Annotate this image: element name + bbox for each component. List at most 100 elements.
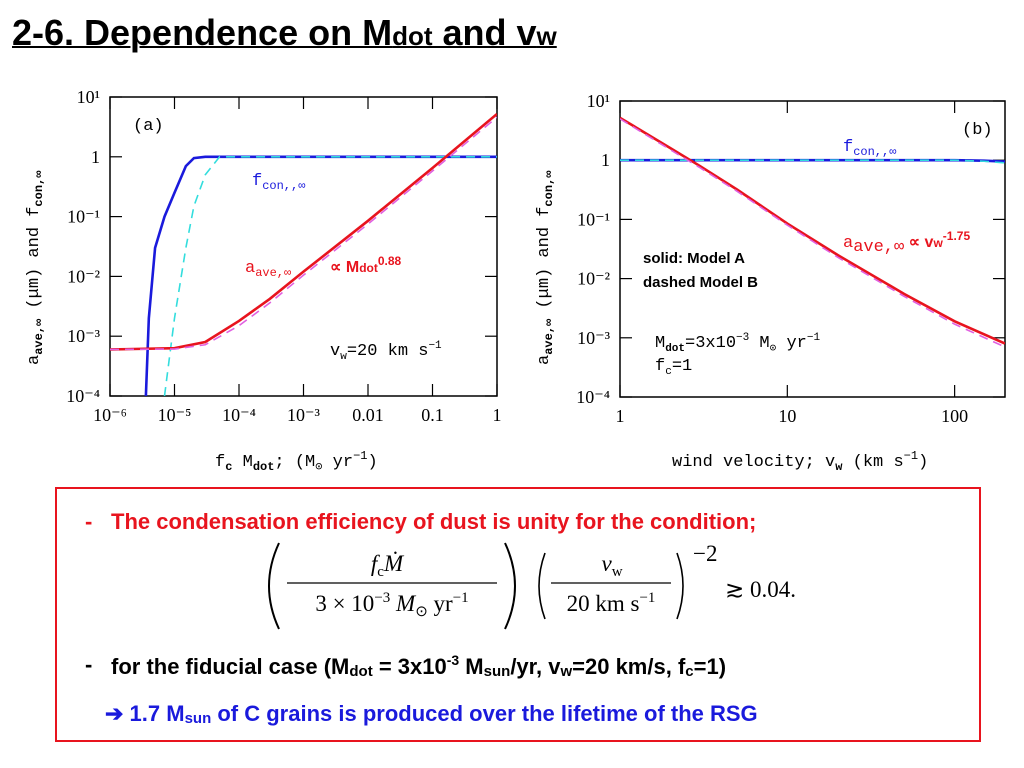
x-tick-label: 10⁻⁵ [158, 405, 192, 425]
title-part: 2-6. Dependence on M [12, 12, 393, 53]
title-part: dot [392, 21, 433, 51]
fiducial-text: for the fiducial case (Mdot = 3x10-3 Msu… [85, 652, 726, 680]
annotation-part: v [330, 342, 340, 361]
x-tick-label: 10⁻³ [287, 405, 321, 425]
text: = 3x10 [372, 654, 447, 679]
label-part: con,∞ [542, 170, 556, 207]
x-tick-label: 10 [778, 406, 796, 426]
text: for the fiducial case (M [111, 654, 350, 679]
annotation-part: w [932, 236, 943, 250]
annotation-part: −3 [736, 332, 749, 344]
plot-frame [619, 100, 1006, 398]
text: sun [483, 663, 511, 680]
text: /yr, v [510, 654, 561, 679]
series-line [110, 116, 497, 351]
exponent: −2 [693, 541, 717, 566]
numerator: fcṀ [371, 551, 405, 580]
formula-part: −3 [374, 590, 390, 606]
label-part: a [25, 355, 44, 365]
title-part: w [536, 21, 557, 51]
annotation-part: M [655, 334, 665, 353]
x-tick-label: 100 [941, 406, 968, 426]
label-part: wind velocity; v [672, 453, 835, 472]
text-box: The condensation efficiency of dust is u… [55, 487, 981, 742]
y-axis-label: aave,∞ (μm) and fcon,∞ [25, 170, 46, 365]
paren [538, 552, 546, 620]
annotation-part: a [245, 259, 255, 278]
text: dot [349, 663, 373, 680]
annotation: aave,∞ ∝ vw-1.75 [843, 229, 970, 257]
x-tick-label: 0.1 [421, 405, 444, 425]
annotation-part: -1.75 [943, 229, 971, 243]
annotation-part: dot [359, 261, 378, 275]
condition-text: The condensation efficiency of dust is u… [85, 509, 756, 535]
label-part: ave,∞ [32, 318, 46, 355]
annotation-part: ⊙ [770, 343, 777, 355]
annotation-part: ∝ M [330, 259, 359, 276]
y-tick-label: 10¹ [587, 91, 610, 111]
text: The condensation efficiency of dust is u… [111, 509, 757, 534]
annotation: fc=1 [655, 357, 692, 378]
x-tick-label: 10⁻⁶ [93, 405, 127, 425]
formula-part: −1 [453, 590, 469, 606]
x-tick-label: 1 [493, 405, 502, 425]
annotation-part: =3x10 [685, 334, 736, 353]
y-tick-label: 10⁻¹ [67, 207, 100, 227]
label-part: −1 [904, 449, 918, 463]
annotation-part: f [655, 357, 665, 376]
text: -3 [446, 652, 460, 668]
annotation-part: ave,∞ [255, 266, 291, 280]
charts: fc Mdot; (M⊙ yr−1) aave,∞ (μm) and fcon,… [25, 87, 1006, 474]
x-axis-label: wind velocity; vw (km s−1) [672, 449, 928, 474]
annotation-part: =20 km s [347, 342, 429, 361]
formula: fcṀ 3 × 10−3 M⊙ yr−1 vw 20 km s−1 −2 ≳ 0… [268, 541, 796, 630]
text: ➔ 1.7 M [105, 701, 185, 726]
y-tick-label: 10⁻¹ [577, 209, 610, 229]
y-axis-label: aave,∞ (μm) and fcon,∞ [535, 170, 556, 365]
y-tick-label: 10⁻⁴ [576, 387, 610, 407]
label-part: −1 [353, 449, 367, 463]
text: sun [184, 710, 212, 727]
annotation-part: a [843, 234, 853, 253]
label-part: M [232, 453, 252, 472]
y-tick-label: 10¹ [77, 87, 100, 107]
formula-rhs: ≳ 0.04. [725, 577, 796, 602]
label-part: ; (M [274, 453, 315, 472]
annotation: Mdot=3x10−3 M⊙ yr−1 [655, 332, 820, 355]
formula-part: v [601, 551, 612, 576]
annotation-part: −1 [428, 340, 442, 352]
label-part: ) [367, 453, 377, 472]
series-line [620, 158, 1005, 163]
x-tick-label: 0.01 [352, 405, 384, 425]
series-line [110, 112, 497, 351]
formula-part: 3 × 10 [315, 591, 374, 616]
annotation-part: 0.88 [378, 254, 402, 268]
text: =20 km/s, f [572, 654, 686, 679]
paren [676, 552, 684, 620]
series-line [620, 116, 1005, 345]
formula-part: f [371, 551, 381, 576]
formula-part: yr [428, 591, 453, 616]
y-tick-label: 10⁻³ [577, 328, 611, 348]
label-part: f [215, 453, 225, 472]
annotation-part: ∝ v [904, 234, 933, 251]
label-part: c [225, 460, 232, 474]
x-tick-label: 1 [616, 406, 625, 426]
text: of C grains is produced over the lifetim… [211, 701, 758, 726]
annotation-part: f [843, 138, 853, 157]
label-part: w [835, 460, 843, 474]
annotation-part: ave,∞ [853, 238, 904, 257]
denominator: 3 × 10−3 M⊙ yr−1 [315, 590, 468, 620]
formula-part: 20 km s [567, 591, 640, 616]
formula-part: w [612, 564, 623, 580]
denominator: 20 km s−1 [567, 590, 656, 616]
series-line [620, 159, 1005, 164]
x-axis-label: fc Mdot; (M⊙ yr−1) [215, 449, 378, 474]
label-part: (μm) and f [535, 207, 554, 319]
annotation-part: w [340, 351, 347, 363]
y-tick-label: 10⁻³ [67, 326, 101, 346]
label-part: a [535, 355, 554, 365]
annotation: solid: Model A [643, 250, 745, 267]
formula-part: ⊙ [415, 604, 428, 620]
label-part: (μm) and f [25, 207, 44, 319]
